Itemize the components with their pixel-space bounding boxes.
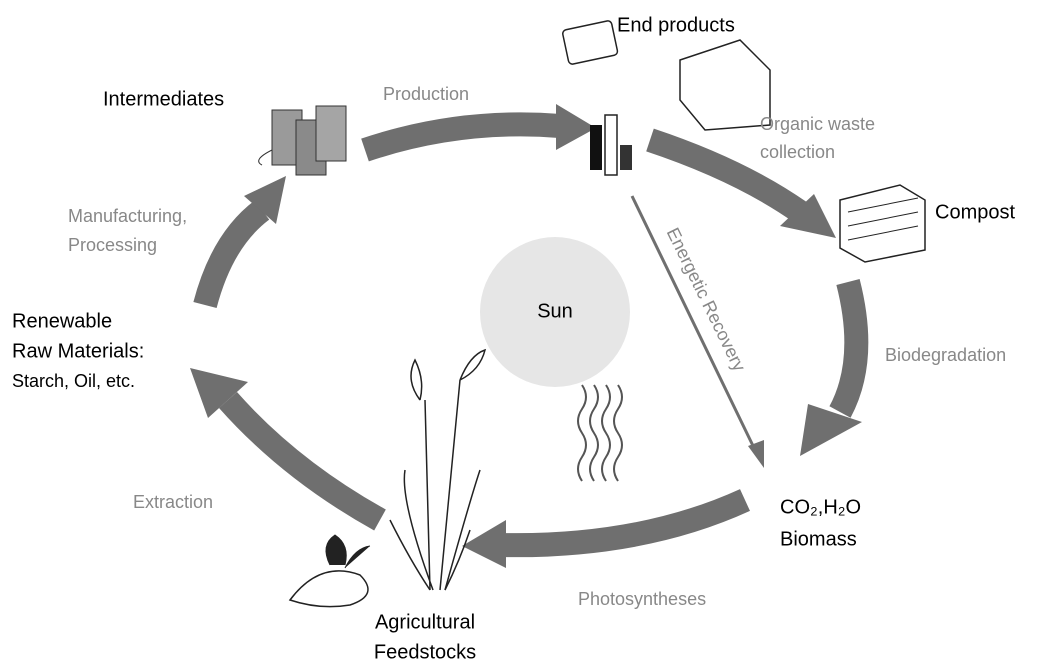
icon-compost — [840, 185, 925, 262]
arrow-energetic — [632, 196, 756, 452]
process-label: Production — [383, 84, 469, 104]
process-label: Manufacturing, — [68, 206, 187, 226]
process-label: Processing — [68, 235, 157, 255]
diagram: Sun End products Compost CO₂,H₂O Biomass… — [0, 0, 1050, 666]
arrow-extraction — [228, 400, 380, 520]
node-label: Feedstocks — [374, 641, 476, 663]
arrowhead — [748, 440, 764, 468]
node-label: Intermediates — [103, 88, 224, 110]
icon-plant — [390, 350, 485, 590]
process-label: Organic waste — [760, 114, 875, 134]
sun-label: Sun — [537, 300, 573, 322]
arrowhead — [462, 520, 506, 568]
arrow-production — [365, 124, 560, 150]
node-label: Compost — [935, 201, 1015, 223]
node-label: Biomass — [780, 528, 857, 550]
sun-rays — [578, 385, 622, 481]
arrow-biodegradation — [840, 282, 856, 412]
icon-beet — [290, 535, 370, 607]
node-label: End products — [617, 14, 735, 36]
node-label: Agricultural — [375, 611, 475, 633]
node-label: Raw Materials: — [12, 340, 144, 362]
process-label: Photosyntheses — [578, 589, 706, 609]
icon-spools — [259, 106, 346, 175]
process-label: collection — [760, 142, 835, 162]
arrow-manufacturing — [205, 210, 262, 305]
node-label: Starch, Oil, etc. — [12, 371, 135, 391]
process-label: Biodegradation — [885, 345, 1006, 365]
node-label: CO₂,H₂O — [780, 496, 861, 518]
node-label: Renewable — [12, 310, 112, 332]
arrow-photosynthesis — [500, 500, 745, 545]
process-label: Extraction — [133, 492, 213, 512]
